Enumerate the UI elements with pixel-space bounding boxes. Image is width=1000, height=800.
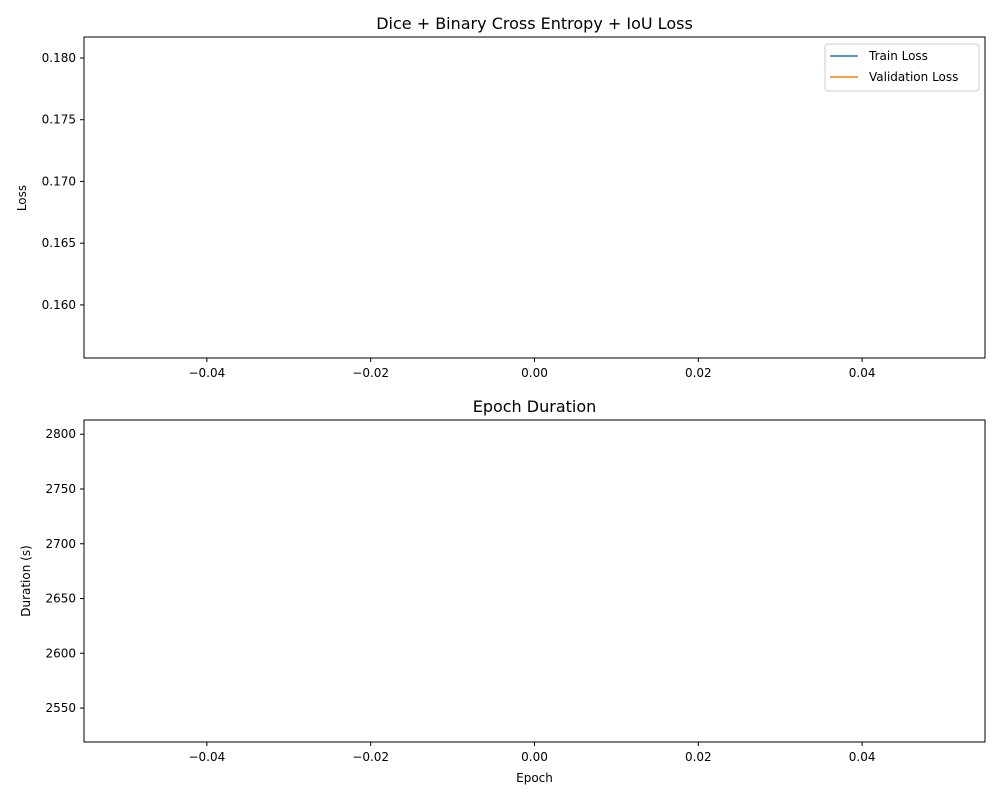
- duration-x-tick-label: 0.04: [849, 750, 876, 764]
- duration-y-axis: 2550 2600 2650 2700 2750 2800: [45, 427, 84, 715]
- duration-y-tick-label: 2550: [45, 701, 76, 715]
- duration-y-tick-label: 2750: [45, 482, 76, 496]
- duration-x-tick-label: −0.02: [352, 750, 389, 764]
- loss-y-tick-label: 0.170: [42, 174, 76, 188]
- loss-x-tick-label: 0.00: [521, 366, 548, 380]
- loss-y-axis-title: Loss: [15, 185, 29, 211]
- legend-box: [824, 43, 980, 92]
- duration-y-tick-label: 2600: [45, 646, 76, 660]
- duration-y-tick-label: 2650: [45, 592, 76, 606]
- duration-chart: Epoch Duration −0.04 −0.02 0.00 0.02 0.04 25…: [19, 397, 986, 785]
- loss-y-axis: 0.160 0.165 0.170 0.175 0.180: [42, 51, 84, 312]
- duration-x-axis-title: Epoch: [516, 771, 553, 785]
- loss-y-tick-label: 0.175: [42, 113, 76, 127]
- loss-y-tick-label: 0.180: [42, 51, 76, 65]
- duration-x-axis: −0.04 −0.02 0.00 0.02 0.04: [188, 742, 875, 764]
- loss-chart: Dice + Binary Cross Entropy + IoU Loss −…: [15, 14, 986, 380]
- duration-x-tick-label: 0.00: [521, 750, 548, 764]
- loss-x-tick-label: 0.02: [685, 366, 712, 380]
- loss-y-tick-label: 0.160: [42, 298, 76, 312]
- duration-y-tick-label: 2800: [45, 427, 76, 441]
- loss-x-axis: −0.04 −0.02 0.00 0.02 0.04: [188, 358, 875, 380]
- loss-x-tick-label: 0.04: [849, 366, 876, 380]
- loss-chart-title: Dice + Binary Cross Entropy + IoU Loss: [376, 14, 693, 33]
- loss-x-tick-label: −0.02: [352, 366, 389, 380]
- duration-x-tick-label: 0.02: [685, 750, 712, 764]
- legend-label-train-loss: Train Loss: [868, 49, 928, 63]
- loss-x-tick-label: −0.04: [188, 366, 225, 380]
- loss-y-tick-label: 0.165: [42, 236, 76, 250]
- loss-legend: Train Loss Validation Loss: [824, 43, 980, 92]
- legend-label-validation-loss: Validation Loss: [869, 70, 958, 84]
- duration-x-tick-label: −0.04: [188, 750, 225, 764]
- duration-y-axis-title: Duration (s): [19, 545, 33, 617]
- duration-chart-title: Epoch Duration: [473, 397, 597, 416]
- duration-y-tick-label: 2700: [45, 537, 76, 551]
